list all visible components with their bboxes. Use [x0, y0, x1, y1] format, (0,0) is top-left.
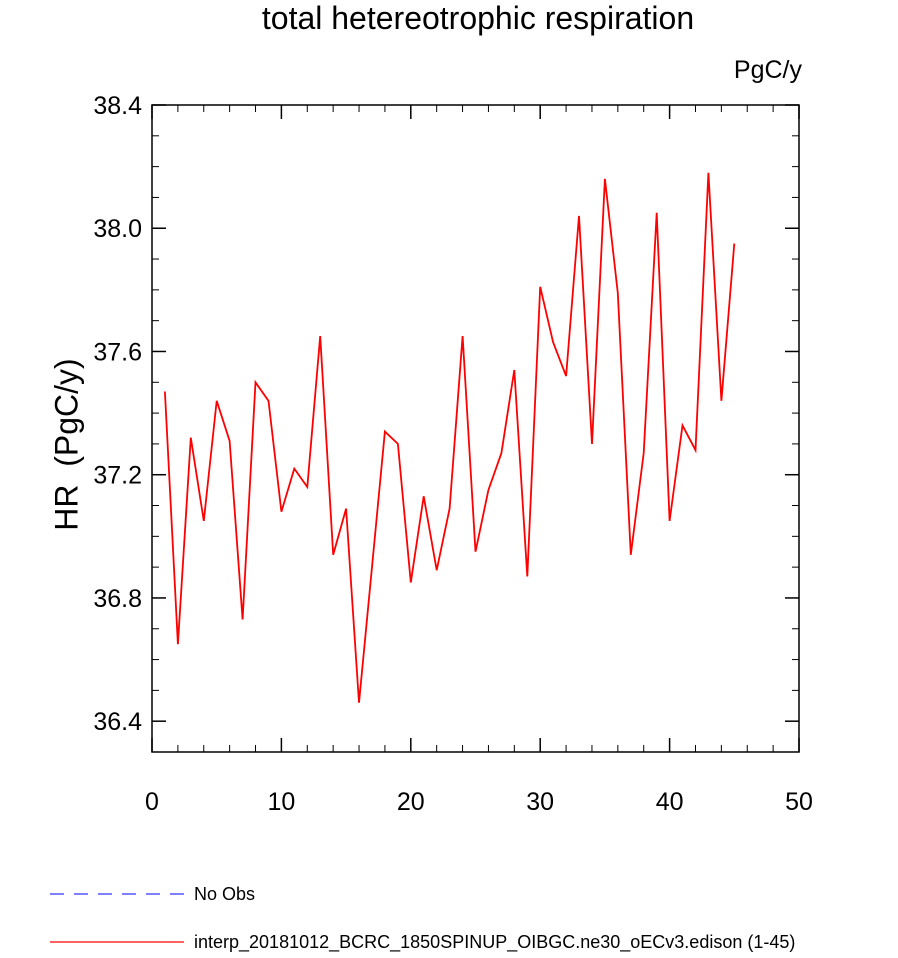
chart-title: total hetereotrophic respiration [261, 0, 695, 36]
series-line [164, 172, 736, 703]
y-tick-label: 37.6 [93, 338, 142, 366]
x-tick-label: 30 [526, 788, 554, 816]
legend-no-obs-label: No Obs [194, 884, 256, 904]
plot-frame [151, 104, 800, 753]
x-tick-label: 20 [397, 788, 425, 816]
legend-no-obs-swatch [50, 893, 184, 895]
y-tick-label: 37.2 [93, 462, 142, 490]
legend-series-label: interp_20181012_BCRC_1850SPINUP_OIBGC.ne… [194, 932, 796, 952]
units-label: PgC/y [733, 56, 802, 84]
x-tick-label: 0 [145, 788, 159, 816]
x-tick-label: 50 [785, 788, 813, 816]
y-tick-label: 38.4 [93, 92, 142, 120]
x-tick-label: 40 [656, 788, 684, 816]
y-tick-label: 38.0 [93, 215, 142, 243]
legend-series-swatch [50, 941, 184, 943]
x-tick-label: 10 [267, 788, 295, 816]
y-tick-label: 36.4 [93, 708, 142, 736]
y-tick-label: 36.8 [93, 585, 142, 613]
